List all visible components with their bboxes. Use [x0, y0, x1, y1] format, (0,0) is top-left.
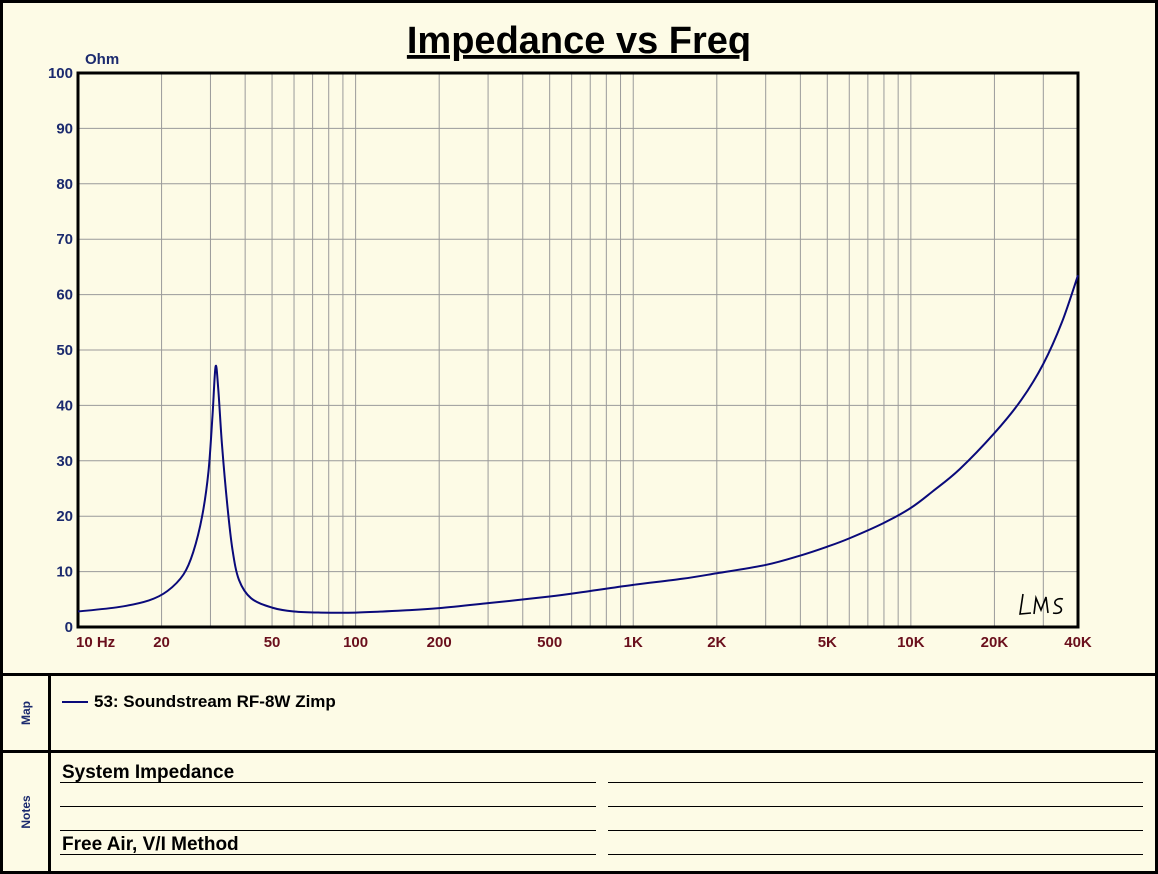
note-rule	[60, 854, 596, 855]
x-axis-ticks: 10 Hz 20 50 100 200 500 1K 2K 5K 10K 20K 40K	[76, 634, 1092, 651]
x-tick-label: 20K	[981, 634, 1009, 651]
x-tick-label: 5K	[818, 634, 837, 651]
note-rule	[60, 830, 596, 831]
note-rule	[608, 854, 1143, 855]
x-tick-label: 20	[153, 634, 170, 651]
plot-area-border	[76, 71, 1080, 629]
map-entry-text: 53: Soundstream RF-8W Zimp	[94, 692, 336, 711]
notes-label: Notes	[18, 795, 33, 829]
x-tick-label: 100	[343, 634, 368, 651]
map-label: Map	[18, 701, 33, 725]
series-swatch	[62, 701, 88, 703]
x-tick-label: 1K	[624, 634, 643, 651]
y-tick-label: 50	[56, 342, 73, 359]
x-tick-label: 40K	[1064, 634, 1092, 651]
x-tick-label: 10 Hz	[76, 634, 115, 651]
grid-lines	[78, 73, 1078, 627]
note-rule	[608, 806, 1143, 807]
notes-label-cell: Notes	[3, 753, 51, 871]
y-tick-label: 10	[56, 564, 73, 581]
x-tick-label: 2K	[707, 634, 726, 651]
note-line-4: Free Air, V/I Method	[62, 834, 239, 855]
x-tick-label: 200	[427, 634, 452, 651]
y-tick-label: 30	[56, 453, 73, 470]
x-tick-label: 50	[264, 634, 281, 651]
y-tick-label: 0	[65, 619, 73, 636]
y-tick-label: 40	[56, 397, 73, 414]
impedance-chart: Impedance vs Freq Ohm 0 10 20 30 40 50 60 70 80 9…	[48, 20, 1092, 651]
y-tick-label: 90	[56, 120, 73, 137]
series-line-zimp	[77, 274, 1079, 614]
note-line-1: System Impedance	[62, 762, 235, 783]
lms-logo	[1019, 593, 1064, 615]
map-entry: 53: Soundstream RF-8W Zimp	[62, 692, 336, 712]
note-rule	[60, 806, 596, 807]
map-label-cell: Map	[3, 676, 51, 750]
note-rule	[60, 782, 596, 783]
y-axis-ticks: 0 10 20 30 40 50 60 70 80 90 100	[48, 65, 73, 636]
y-tick-label: 70	[56, 231, 73, 248]
x-tick-label: 10K	[897, 634, 925, 651]
y-tick-label: 100	[48, 65, 73, 82]
y-tick-label: 60	[56, 287, 73, 304]
map-notes-divider	[0, 750, 1158, 753]
y-axis-unit-label: Ohm	[85, 51, 119, 68]
chart-map-divider	[0, 673, 1158, 676]
note-rule	[608, 830, 1143, 831]
chart-title: Impedance vs Freq	[407, 20, 751, 62]
y-tick-label: 80	[56, 176, 73, 193]
x-tick-label: 500	[537, 634, 562, 651]
series-layer	[77, 274, 1079, 614]
y-tick-label: 20	[56, 508, 73, 525]
note-rule	[608, 782, 1143, 783]
